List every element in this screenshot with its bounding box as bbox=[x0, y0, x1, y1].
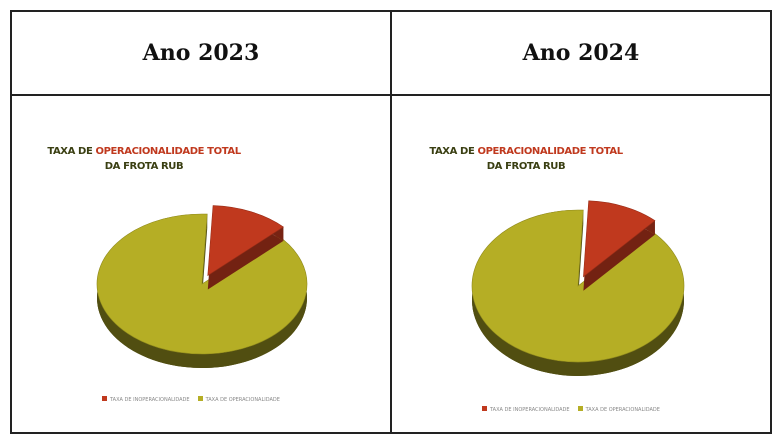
legend-item-operacionalidade: TAXA DE OPERACIONALIDADE bbox=[197, 396, 280, 403]
pie-chart-2024 bbox=[471, 200, 685, 377]
comparison-table: Ano 2023 Ano 2024 TAXA DE OPERACIONALIDA… bbox=[10, 10, 772, 434]
chart-title-part1: TAXA DE bbox=[429, 146, 475, 157]
header-2024: Ano 2024 bbox=[522, 40, 640, 66]
column-divider bbox=[390, 12, 392, 432]
chart-title-part2: OPERACIONALIDADE TOTAL bbox=[477, 146, 623, 157]
legend-item-inoperacionalidade: TAXA DE INOPERACIONALIDADE bbox=[102, 396, 190, 403]
chart-title: TAXA DE OPERACIONALIDADE TOTAL DA FROTA … bbox=[396, 144, 656, 174]
chart-cell-2024: TAXA DE OPERACIONALIDADE TOTAL DA FROTA … bbox=[392, 96, 770, 432]
chart-legend: TAXA DE INOPERACIONALIDADE TAXA DE OPERA… bbox=[482, 406, 660, 413]
chart-title-part2: OPERACIONALIDADE TOTAL bbox=[95, 146, 241, 157]
pie-slice bbox=[207, 205, 284, 277]
chart-cell-2023: TAXA DE OPERACIONALIDADE TOTAL DA FROTA … bbox=[12, 96, 390, 432]
legend-label: TAXA DE INOPERACIONALIDADE bbox=[110, 397, 190, 403]
chart-legend: TAXA DE INOPERACIONALIDADE TAXA DE OPERA… bbox=[102, 396, 280, 403]
legend-swatch bbox=[102, 396, 107, 401]
pie-chart-2023 bbox=[96, 205, 308, 368]
chart-title-part1: TAXA DE bbox=[47, 146, 93, 157]
legend-label: TAXA DE OPERACIONALIDADE bbox=[585, 407, 660, 413]
chart-title-line2: DA FROTA RUB bbox=[486, 161, 566, 172]
legend-swatch bbox=[577, 406, 583, 411]
legend-label: TAXA DE OPERACIONALIDADE bbox=[205, 397, 280, 403]
header-divider bbox=[12, 94, 770, 96]
legend-item-operacionalidade: TAXA DE OPERACIONALIDADE bbox=[577, 406, 660, 413]
legend-label: TAXA DE INOPERACIONALIDADE bbox=[490, 407, 570, 413]
header-2023: Ano 2023 bbox=[142, 40, 260, 66]
legend-swatch bbox=[482, 406, 487, 411]
chart-title: TAXA DE OPERACIONALIDADE TOTAL DA FROTA … bbox=[14, 144, 274, 174]
pie-slice bbox=[583, 200, 656, 278]
chart-title-line2: DA FROTA RUB bbox=[104, 161, 184, 172]
legend-item-inoperacionalidade: TAXA DE INOPERACIONALIDADE bbox=[482, 406, 570, 413]
legend-swatch bbox=[197, 396, 203, 401]
pie-slice bbox=[96, 213, 308, 355]
